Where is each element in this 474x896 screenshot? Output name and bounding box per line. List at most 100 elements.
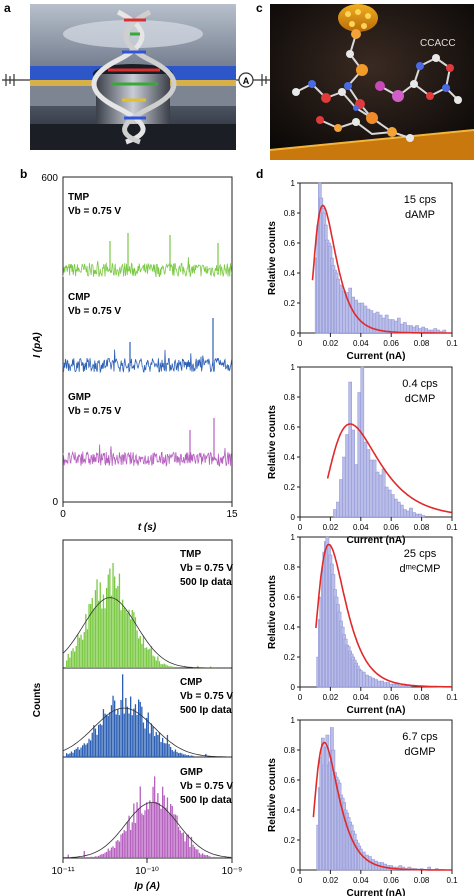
hist-condition-tmp: Vb = 0.75 V — [180, 563, 233, 574]
hist-name-cmp: CMP — [180, 677, 203, 688]
y-tick-label: 0 — [291, 683, 296, 692]
log-hist-bar — [162, 737, 164, 757]
trace-cmp — [62, 349, 232, 374]
histogram-bar — [415, 513, 419, 518]
histogram-bar — [380, 680, 384, 688]
log-hist-bar — [165, 664, 167, 668]
y-tick-label: 0 — [291, 866, 296, 875]
log-hist-bar — [96, 579, 98, 668]
histogram-bar — [372, 459, 377, 518]
log-hist-bar — [125, 609, 127, 668]
log-hist-bar — [96, 856, 98, 858]
log-hist-bar — [126, 821, 129, 858]
log-hist-bar — [125, 698, 127, 757]
histogram-bar — [397, 317, 401, 334]
log-hist-bar — [102, 853, 105, 858]
hist-condition-gmp: Vb = 0.75 V — [180, 781, 233, 792]
log-hist-bar — [141, 643, 143, 668]
log-hist-bar — [138, 638, 140, 668]
log-hist-bar — [136, 630, 138, 668]
log-hist-bar — [186, 835, 188, 858]
histogram-bar — [415, 325, 419, 334]
fit-curve — [326, 423, 452, 514]
log-hist-bar — [93, 725, 95, 757]
histogram-bar — [381, 468, 386, 518]
y-axis-label: Relative counts — [267, 758, 278, 832]
sequence-label: CCACC — [420, 38, 456, 49]
log-hist-bar — [163, 663, 165, 668]
log-hist-bar — [112, 563, 114, 668]
y-tick-label: 0 — [291, 329, 296, 338]
histogram-bar — [421, 515, 425, 518]
log-hist-bar — [163, 743, 165, 757]
histogram-bar — [360, 366, 365, 518]
rate-annotation: 15 cps — [404, 194, 437, 206]
log-hist-bar — [131, 610, 133, 668]
histogram-bar — [384, 314, 389, 334]
log-hist-bar — [109, 712, 111, 757]
log-hist-bar — [104, 713, 106, 757]
trace-name-gmp: GMP — [68, 392, 91, 403]
y-tick-label: 0.2 — [284, 483, 296, 492]
log-hist-bar — [147, 712, 149, 757]
log-hist-bar — [118, 715, 121, 757]
log-hist-bar — [152, 786, 154, 858]
log-hist-bar — [157, 735, 159, 757]
log-hist-bar — [138, 699, 140, 757]
log-hist-bar — [190, 836, 193, 858]
log-hist-bar — [94, 856, 97, 858]
fit-curve — [311, 204, 452, 334]
log-hist-bar — [160, 808, 162, 858]
hist-y-axis-label: Counts — [32, 682, 43, 717]
nucleotide-annotation: dCMP — [405, 393, 436, 405]
histogram-bar — [386, 682, 391, 688]
log-hist-bar — [158, 803, 161, 858]
log-hist-bar — [82, 639, 84, 668]
log-hist-bar — [147, 649, 149, 668]
log-hist-bar — [147, 809, 149, 858]
log-hist-bar — [206, 855, 209, 858]
log-hist-bar — [75, 646, 77, 668]
histogram-bar — [336, 278, 340, 334]
log-hist-bar — [122, 833, 124, 858]
log-hist-bar — [85, 614, 87, 668]
log-hist-bar — [142, 722, 145, 757]
histogram-bar — [369, 459, 374, 518]
log-hist-bar — [163, 795, 165, 858]
log-hist-bar — [114, 576, 116, 668]
trace-x-tick-0: 0 — [60, 509, 66, 520]
log-hist-bar — [72, 752, 74, 757]
y-tick-label: 1 — [291, 179, 296, 188]
hist-name-tmp: TMP — [180, 549, 201, 560]
current-traces — [62, 233, 232, 468]
y-tick-label: 0.2 — [284, 836, 296, 845]
histogram-bar — [365, 674, 369, 688]
log-hist-bar — [66, 753, 68, 757]
log-hist-bar — [197, 665, 199, 668]
panel-label-a: a — [4, 1, 11, 15]
log-hist-bar — [166, 734, 169, 757]
x-tick-label: 0.08 — [414, 523, 430, 532]
log-hist-bar — [208, 855, 210, 858]
log-hist-bar — [86, 629, 89, 668]
trace-gmp — [62, 444, 232, 468]
log-hist-bar — [120, 610, 122, 668]
log-hist-bar — [210, 856, 212, 858]
histogram-bar — [348, 287, 353, 334]
histogram-bar — [336, 501, 340, 518]
log-hist-bar — [181, 753, 183, 757]
histogram-bar — [394, 498, 398, 518]
log-hist-bar — [67, 653, 69, 668]
log-hist-bar — [152, 726, 154, 757]
log-hist-bar — [158, 732, 161, 757]
x-tick-label: 0.08 — [414, 339, 430, 348]
log-hist-bar — [86, 743, 89, 757]
log-hist-bar — [109, 568, 111, 668]
log-hist-bar — [90, 604, 92, 668]
log-hist-bar — [80, 747, 82, 757]
panel-label-b: b — [20, 167, 27, 181]
x-tick-label: 0.08 — [414, 693, 430, 702]
histogram-bar — [395, 683, 400, 688]
hist-note-cmp: 500 Ip data — [180, 705, 232, 716]
log-hist-bar — [90, 856, 92, 858]
